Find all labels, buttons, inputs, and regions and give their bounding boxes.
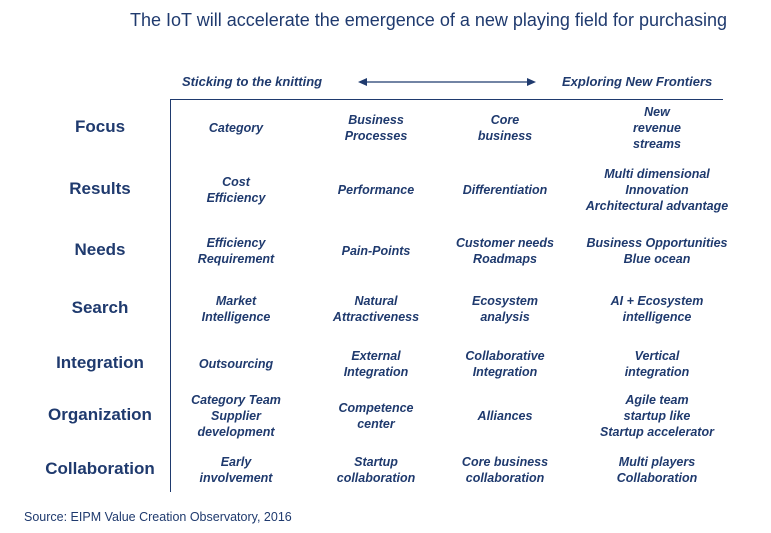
cell-organization-4: Agile team startup like Startup accelera… [600,393,714,439]
cell-results-3: Differentiation [462,183,548,197]
cell-needs-2: Pain-Points [341,244,411,258]
row-label-integration: Integration [56,353,144,372]
row-label-results: Results [69,179,131,198]
cell-results-2: Performance [337,183,415,197]
cell-integration-4: Vertical integration [624,349,690,379]
source-note: Source: EIPM Value Creation Observatory,… [24,510,292,524]
row-label-needs: Needs [74,240,126,259]
row-label-organization: Organization [48,405,152,424]
cell-needs-1: Efficiency Requirement [197,236,275,266]
cell-collaboration-4: Multi players Collaboration [616,455,698,485]
cell-search-4: AI + Ecosystem intelligence [610,294,704,324]
cell-organization-3: Alliances [477,409,533,423]
cell-results-4: Multi dimensional Innovation Architectur… [585,167,729,213]
cell-collaboration-1: Early involvement [199,455,273,485]
cell-integration-2: External Integration [343,349,409,379]
header-left-label: Sticking to the knitting [182,74,323,89]
cell-collaboration-2: Startup collaboration [336,455,416,485]
page-title: The IoT will accelerate the emergence of… [130,10,727,30]
cell-organization-1: Category Team Supplier development [191,393,281,439]
cell-integration-3: Collaborative Integration [465,349,545,379]
cell-search-1: Market Intelligence [201,294,271,324]
cell-integration-1: Outsourcing [198,357,274,371]
cell-focus-3: Core business [477,113,533,143]
cell-needs-4: Business Opportunities Blue ocean [586,236,728,266]
cell-results-1: Cost Efficiency [206,175,266,205]
header-right-label: Exploring New Frontiers [562,74,713,89]
cell-focus-2: Business Processes [344,113,408,143]
cell-search-2: Natural Attractiveness [332,294,420,324]
cell-collaboration-3: Core business collaboration [461,455,549,485]
label-divider [170,100,171,492]
cell-focus-1: Category [208,121,264,135]
cell-needs-3: Customer needs Roadmaps [456,236,554,266]
double-arrow-icon [358,78,536,86]
row-label-focus: Focus [74,117,126,136]
cell-organization-2: Competence center [338,401,414,431]
cell-focus-4: New revenue streams [633,105,681,151]
row-label-search: Search [71,298,129,317]
row-label-collaboration: Collaboration [45,459,155,478]
header-divider [170,99,723,100]
cell-search-3: Ecosystem analysis [471,294,538,324]
